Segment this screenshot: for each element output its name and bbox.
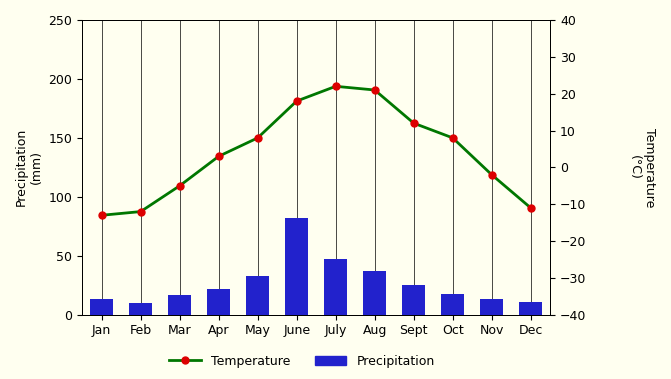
Bar [324, 259, 348, 315]
Bar [207, 289, 230, 315]
Bar [519, 302, 542, 315]
Bar [402, 285, 425, 315]
Bar [480, 299, 503, 315]
Y-axis label: Precipitation
(mm): Precipitation (mm) [15, 128, 43, 207]
Bar [90, 299, 113, 315]
Y-axis label: Temperature
(°C): Temperature (°C) [628, 128, 656, 207]
Bar [168, 295, 191, 315]
Legend: Temperature, Precipitation: Temperature, Precipitation [164, 350, 440, 373]
Bar [285, 218, 309, 315]
Bar [246, 276, 269, 315]
Bar [129, 303, 152, 315]
Bar [363, 271, 386, 315]
Bar [441, 293, 464, 315]
